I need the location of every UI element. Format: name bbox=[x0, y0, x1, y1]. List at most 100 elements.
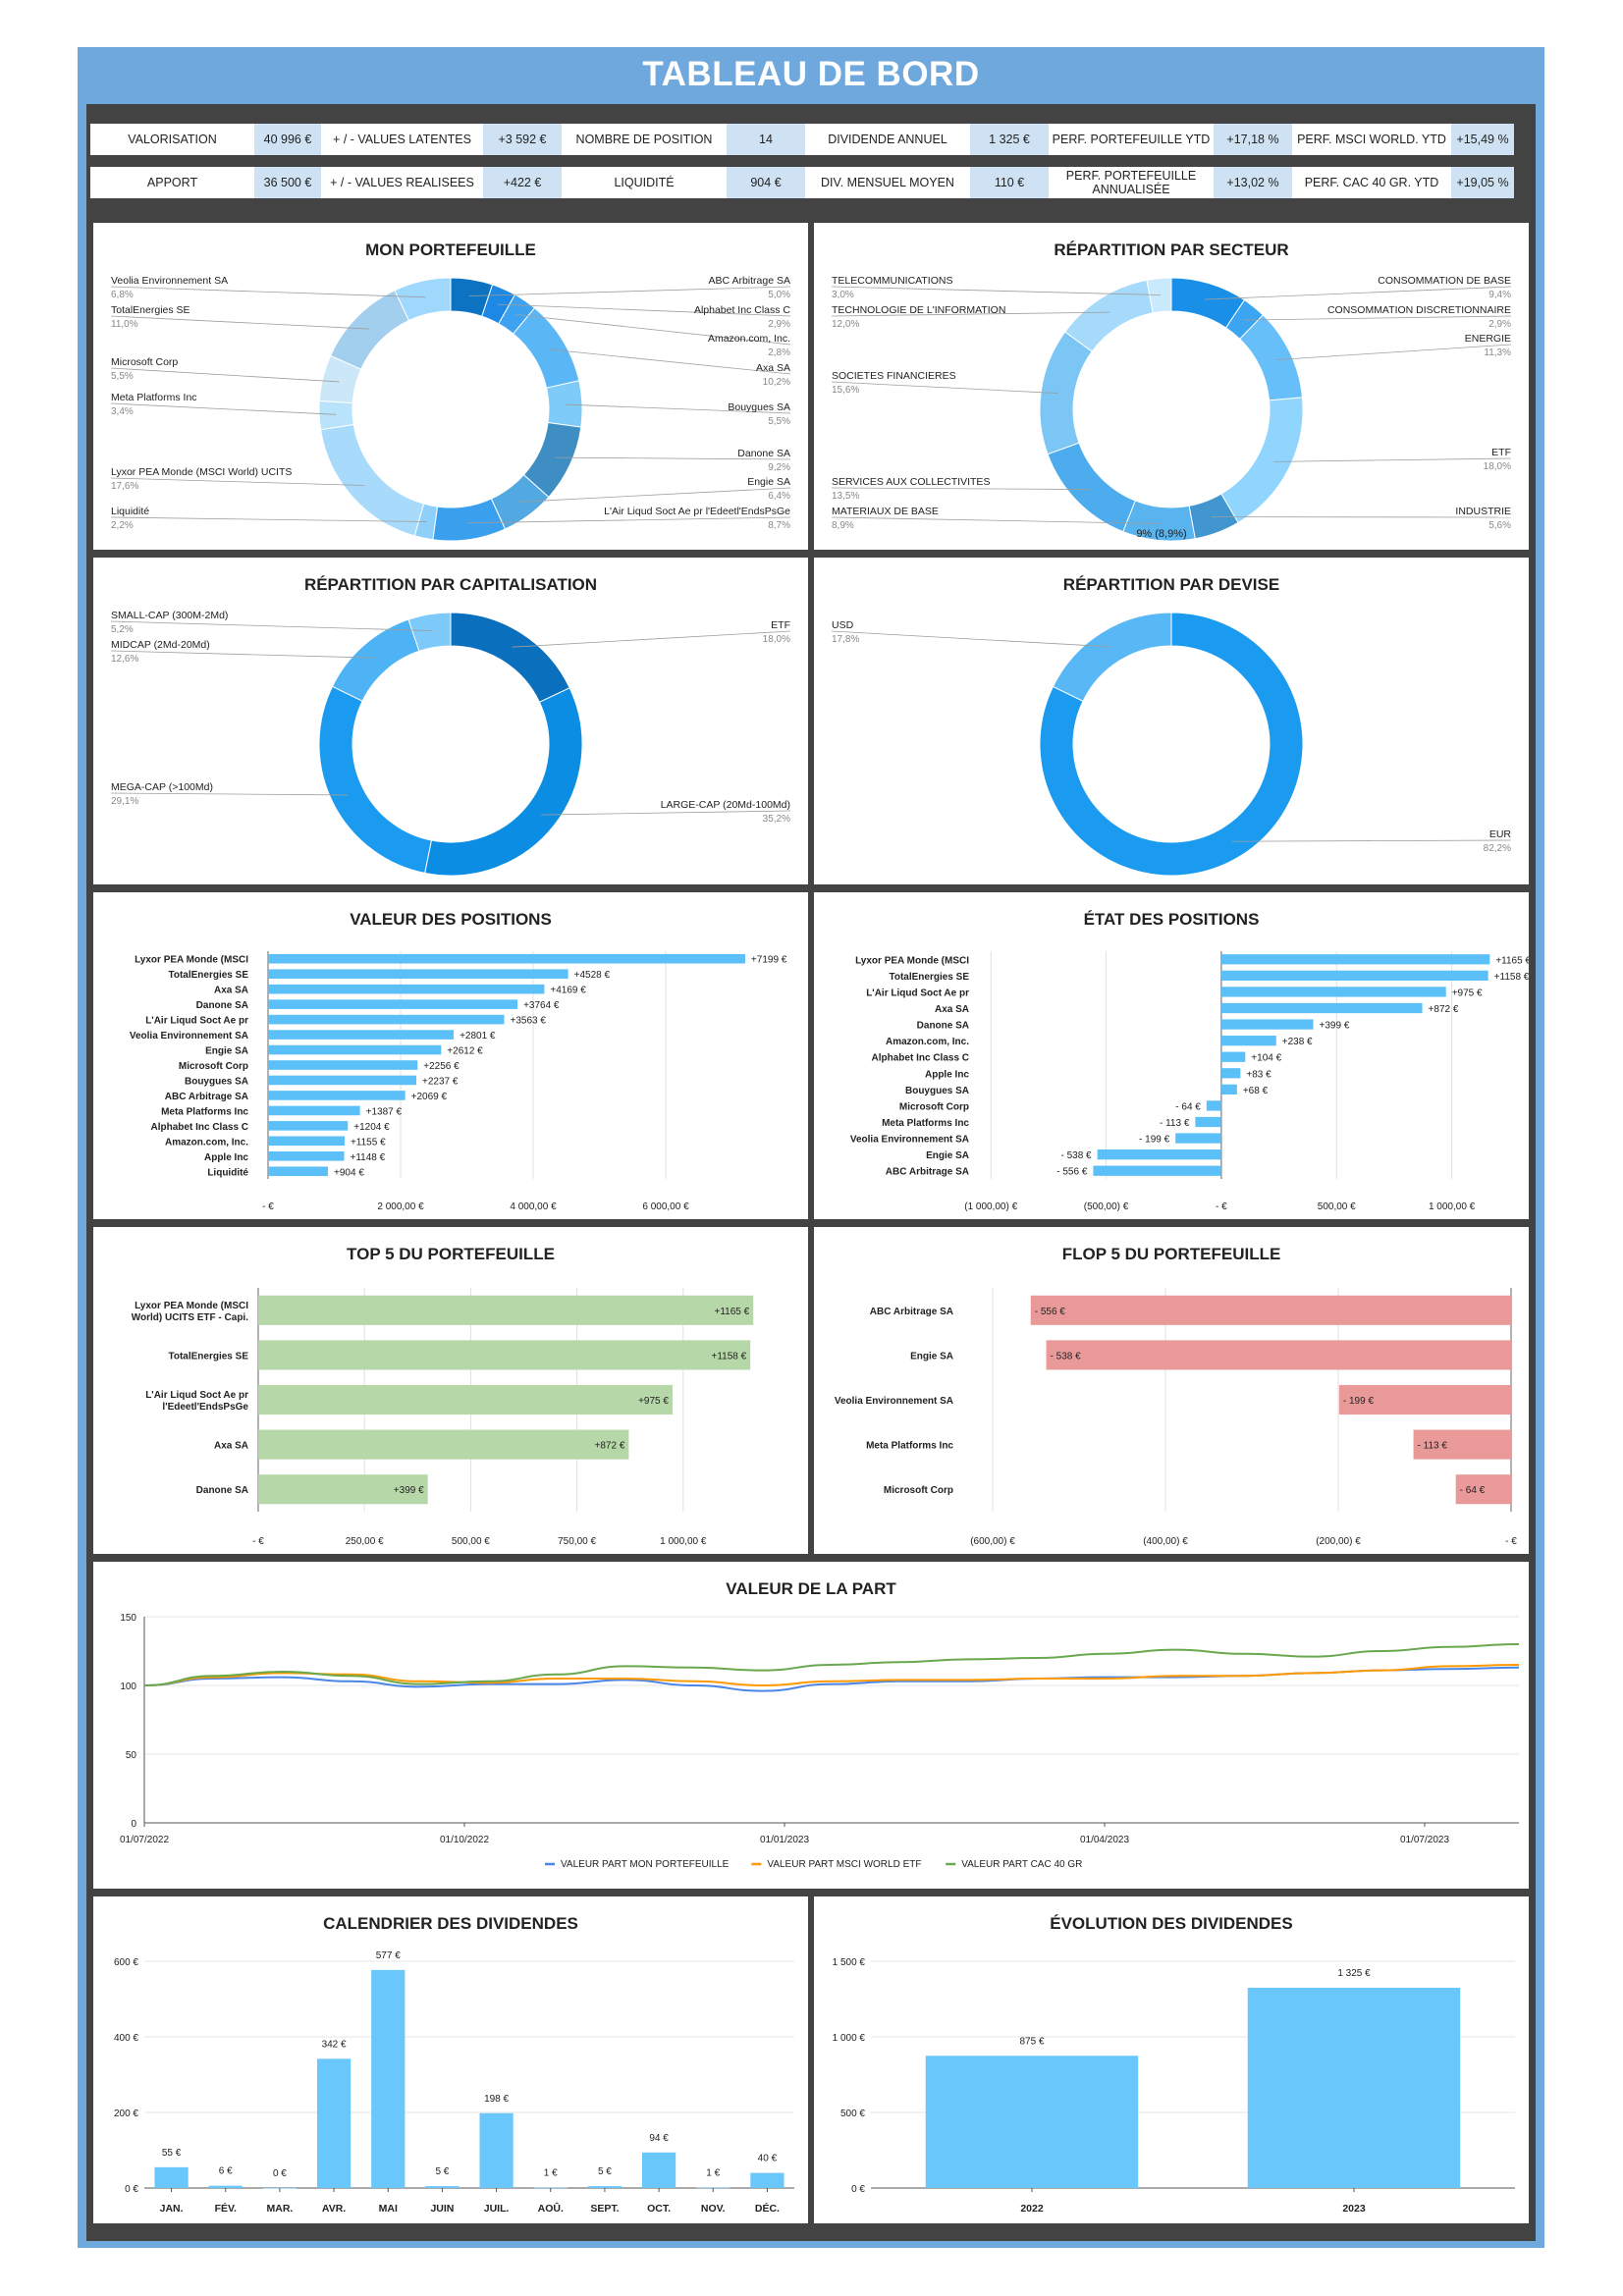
value-label: +904 € bbox=[334, 1167, 364, 1178]
leader-line bbox=[565, 403, 791, 414]
bar bbox=[268, 1060, 418, 1070]
kpi-label: APPORT bbox=[90, 167, 254, 198]
legend-label: VALEUR PART MSCI WORLD ETF bbox=[767, 1859, 921, 1870]
leader-line bbox=[1243, 315, 1512, 321]
bar bbox=[1030, 1295, 1511, 1325]
bar bbox=[268, 1166, 329, 1177]
bar bbox=[268, 1136, 345, 1147]
bar bbox=[258, 1474, 428, 1505]
kpi-value: +19,05 % bbox=[1451, 167, 1514, 198]
slice-label: MATERIAUX DE BASE bbox=[832, 506, 939, 517]
bar bbox=[1093, 1165, 1221, 1176]
value-label: 5 € bbox=[598, 2166, 612, 2177]
kpi-value: 14 bbox=[727, 124, 805, 155]
chart-svg: 0 € 200 € 400 € 600 € 55 € JAN. 6 € FÉV. 0 € MAR.… bbox=[114, 1950, 794, 2215]
leader-line bbox=[831, 516, 1161, 524]
y-tick-label: 600 € bbox=[114, 1957, 138, 1968]
kpi-value: +422 € bbox=[483, 167, 562, 198]
category-label: FÉV. bbox=[215, 2202, 237, 2215]
bar bbox=[1195, 1116, 1221, 1128]
chart-svg: 0 € 500 € 1 000 € 1 500 € 875 € 2022 1 325 € 20… bbox=[833, 1957, 1515, 2215]
leader-line bbox=[1273, 457, 1512, 462]
bar bbox=[587, 2186, 622, 2188]
leader-line bbox=[831, 487, 1090, 490]
value-label: +2801 € bbox=[460, 1031, 496, 1041]
panel-repartition-secteur: RÉPARTITION PAR SECTEUR CONSOMMATION DE … bbox=[814, 223, 1529, 550]
chart-svg: EUR 82,2% USD 17,8% bbox=[831, 612, 1512, 877]
category-label: Engie SA bbox=[910, 1351, 953, 1362]
value-label: +2069 € bbox=[411, 1092, 448, 1102]
panel-mon-portefeuille: MON PORTEFEUILLE ABC Arbitrage SA 5,0% Alp… bbox=[93, 223, 808, 550]
chart-title: MON PORTEFEUILLE bbox=[365, 240, 536, 259]
leader-line bbox=[831, 311, 1110, 317]
bar bbox=[268, 1091, 406, 1100]
leader-line bbox=[515, 314, 791, 346]
slice-percent: 2,9% bbox=[768, 319, 790, 330]
chart-title: TOP 5 DU PORTEFEUILLE bbox=[347, 1245, 555, 1263]
slice-percent: 82,2% bbox=[1484, 843, 1511, 854]
category-label: JUIN bbox=[430, 2203, 454, 2215]
bar bbox=[371, 1969, 406, 2188]
category-label: Microsoft Corp bbox=[179, 1061, 248, 1072]
bar bbox=[268, 1030, 455, 1040]
value-label: - 64 € bbox=[1175, 1101, 1201, 1112]
slice-label: LARGE-CAP (20Md-100Md) bbox=[661, 799, 790, 811]
category-label: 2022 bbox=[1020, 2203, 1044, 2215]
slice-percent: 9,2% bbox=[768, 462, 790, 473]
bar bbox=[268, 1075, 416, 1086]
y-tick-label: 0 bbox=[131, 1819, 136, 1830]
category-label: Danone SA bbox=[196, 1485, 248, 1496]
bar bbox=[268, 1105, 360, 1116]
x-tick-label: - € bbox=[1505, 1536, 1517, 1547]
bar bbox=[1220, 1084, 1237, 1095]
slice-label: SMALL-CAP (300M-2Md) bbox=[111, 610, 228, 621]
slice-label: Veolia Environnement SA bbox=[111, 275, 228, 287]
category-label: Lyxor PEA Monde (MSCI bbox=[135, 955, 248, 966]
category-label: Axa SA bbox=[214, 986, 248, 996]
slice-percent: 2,2% bbox=[111, 520, 134, 531]
x-tick-label: (200,00) € bbox=[1316, 1536, 1361, 1547]
y-tick-label: 500 € bbox=[840, 2109, 865, 2119]
category-label: TotalEnergies SE bbox=[889, 972, 969, 983]
slice-percent: 12,0% bbox=[832, 319, 859, 330]
pie-slice bbox=[1052, 612, 1172, 702]
leader-line bbox=[512, 630, 791, 648]
category-label: DÉC. bbox=[755, 2202, 780, 2215]
bar bbox=[258, 1429, 629, 1460]
value-label: +2612 € bbox=[447, 1046, 483, 1057]
bar bbox=[268, 969, 568, 979]
category-label: Danone SA bbox=[196, 1000, 248, 1011]
value-label: - 538 € bbox=[1051, 1351, 1082, 1362]
kpi-label: VALORISATION bbox=[90, 124, 254, 155]
leader-line bbox=[110, 402, 337, 415]
value-label: +2256 € bbox=[423, 1061, 460, 1072]
category-label: MAR. bbox=[266, 2203, 293, 2215]
bar bbox=[1175, 1133, 1221, 1144]
bar bbox=[1455, 1474, 1511, 1505]
category-label: Axa SA bbox=[214, 1441, 248, 1452]
leader-line bbox=[1232, 839, 1512, 842]
leader-line bbox=[1274, 344, 1512, 361]
value-label: 94 € bbox=[649, 2133, 669, 2144]
category-label: Bouygues SA bbox=[905, 1086, 969, 1096]
slice-label: Axa SA bbox=[756, 362, 790, 374]
category-label: Danone SA bbox=[917, 1021, 969, 1032]
y-tick-label: 50 bbox=[126, 1750, 137, 1761]
value-label: - 64 € bbox=[1460, 1485, 1486, 1496]
value-label: 1 € bbox=[706, 2168, 720, 2179]
bar bbox=[258, 1340, 751, 1370]
value-label: 1 325 € bbox=[1337, 1968, 1371, 1979]
chart-title: VALEUR DE LA PART bbox=[726, 1579, 896, 1598]
slice-label: ETF bbox=[1491, 447, 1511, 458]
slice-percent: 17,8% bbox=[832, 634, 859, 645]
kpi-value: +17,18 % bbox=[1214, 124, 1292, 155]
kpi-label: LIQUIDITÉ bbox=[562, 167, 727, 198]
category-label: JAN. bbox=[160, 2203, 184, 2215]
chart-svg: (1 000,00) € (500,00) € - € 500,00 € 1 000,0… bbox=[850, 951, 1529, 1212]
panel-evolution-dividendes: ÉVOLUTION DES DIVIDENDES 0 € 500 € 1 000 €… bbox=[814, 1896, 1529, 2223]
leader-line bbox=[541, 810, 791, 816]
value-label: +4528 € bbox=[574, 970, 611, 981]
chart-svg: - € 250,00 € 500,00 € 750,00 € 1 000,00 € Lyx… bbox=[132, 1288, 754, 1547]
y-tick-label: 100 bbox=[120, 1682, 136, 1692]
slice-label: ENERGIE bbox=[1465, 333, 1511, 345]
